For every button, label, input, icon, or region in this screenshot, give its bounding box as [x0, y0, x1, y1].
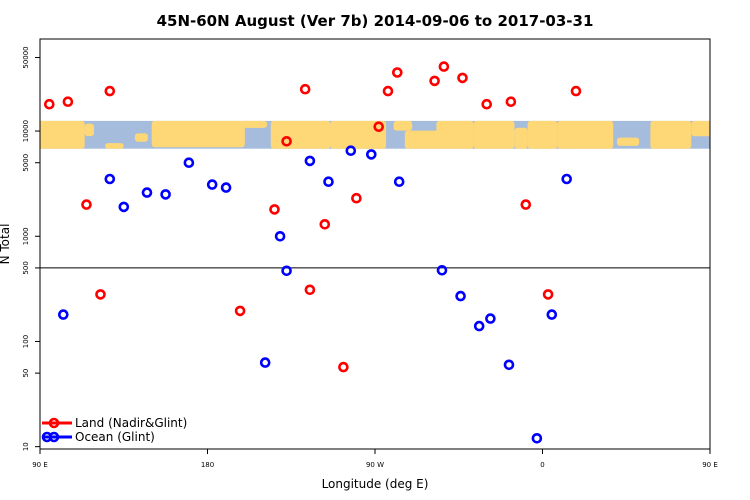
ocean-point [206, 179, 218, 190]
y-axis: 10 50 100 500 1000 5000 10000 50000 [22, 46, 40, 451]
y-axis-label: N Total [0, 224, 12, 265]
land-point [505, 96, 517, 107]
land-point [338, 361, 349, 373]
map-land [40, 120, 710, 149]
land-point [43, 98, 55, 110]
ocean-point [345, 145, 357, 156]
ocean-point [561, 173, 573, 185]
land-point [81, 199, 92, 210]
map-land-mass [616, 137, 640, 146]
ocean-point [546, 309, 558, 320]
ocean-point [304, 155, 316, 167]
land-point [429, 75, 440, 87]
land-point [269, 204, 280, 215]
x-axis: 90 E 180 90 W 0 90 E [32, 449, 718, 469]
land-point [299, 83, 311, 95]
ocean-point [141, 187, 153, 198]
ocean-point [455, 290, 466, 302]
map-land-mass [134, 133, 148, 142]
ocean-point [274, 231, 286, 242]
x-tick-label: 90 W [366, 461, 384, 469]
map-land-mass [473, 120, 515, 149]
land-point [481, 98, 493, 110]
map-land-mass [436, 120, 474, 149]
y-tick-label: 50000 [22, 46, 30, 68]
map-land-mass [691, 120, 710, 137]
data-points [43, 61, 582, 444]
map-land-mass [105, 143, 124, 149]
x-tick-label: 0 [540, 461, 544, 469]
ocean-point [104, 173, 116, 185]
map-land-mass [151, 120, 245, 148]
y-tick-label: 1000 [22, 227, 30, 245]
y-tick-label: 5000 [22, 154, 30, 172]
ocean-point [436, 264, 448, 276]
chart-title: 45N-60N August (Ver 7b) 2014-09-06 to 20… [157, 12, 594, 30]
map-land-mass [650, 120, 692, 149]
map-land-mass [557, 120, 614, 149]
map-land-mass [330, 120, 387, 149]
y-tick-label: 50 [22, 369, 30, 378]
legend-ocean-label: Ocean (Glint) [75, 430, 155, 444]
plot-frame [39, 38, 711, 450]
ocean-point [183, 157, 195, 168]
ocean-point [57, 309, 69, 320]
ocean-point [118, 201, 130, 213]
land-point [104, 85, 116, 97]
map-land-mass [404, 130, 442, 149]
land-point [304, 284, 316, 296]
y-tick-label: 500 [22, 261, 30, 274]
land-point [542, 289, 554, 300]
x-tick-label: 90 E [702, 461, 718, 469]
map-land-mass [40, 120, 85, 149]
land-point [319, 219, 331, 230]
ocean-point [259, 357, 271, 368]
ocean-point [365, 149, 377, 160]
land-point [351, 192, 362, 204]
ocean-point [220, 182, 232, 193]
legend-land-label: Land (Nadir&Glint) [75, 416, 187, 430]
x-tick-label: 90 E [32, 461, 48, 469]
land-point [95, 289, 106, 300]
land-point [438, 61, 450, 72]
legend-ocean-marker-2 [48, 431, 60, 443]
y-tick-label: 10000 [22, 120, 30, 142]
y-tick-label: 100 [22, 335, 30, 348]
ocean-point [323, 176, 334, 187]
land-point [382, 85, 394, 97]
land-point [373, 121, 385, 132]
map-land-mass [270, 120, 331, 149]
land-point [281, 136, 292, 147]
ocean-point [393, 176, 405, 187]
map-land-mass [514, 127, 528, 149]
land-point [234, 305, 246, 317]
map-land-mass [393, 120, 413, 131]
legend: Land (Nadir&Glint) Ocean (Glint) [41, 416, 187, 444]
x-tick-label: 180 [201, 461, 214, 469]
map-land-mass [241, 120, 268, 128]
land-point [391, 67, 403, 78]
y-tick-label: 10 [22, 442, 30, 451]
ocean-point [485, 313, 496, 324]
map-land-mass [84, 123, 94, 137]
land-point [520, 199, 532, 210]
ocean-point [531, 432, 543, 444]
land-point [570, 85, 582, 97]
ocean-point [473, 320, 485, 332]
map-land-mass [527, 120, 558, 149]
x-axis-label: Longitude (deg E) [322, 477, 429, 491]
ocean-point [160, 189, 171, 200]
legend-land-marker [48, 417, 60, 429]
land-point [62, 96, 74, 107]
land-point [457, 72, 468, 84]
ocean-point [503, 359, 515, 371]
ocean-point [281, 265, 292, 277]
